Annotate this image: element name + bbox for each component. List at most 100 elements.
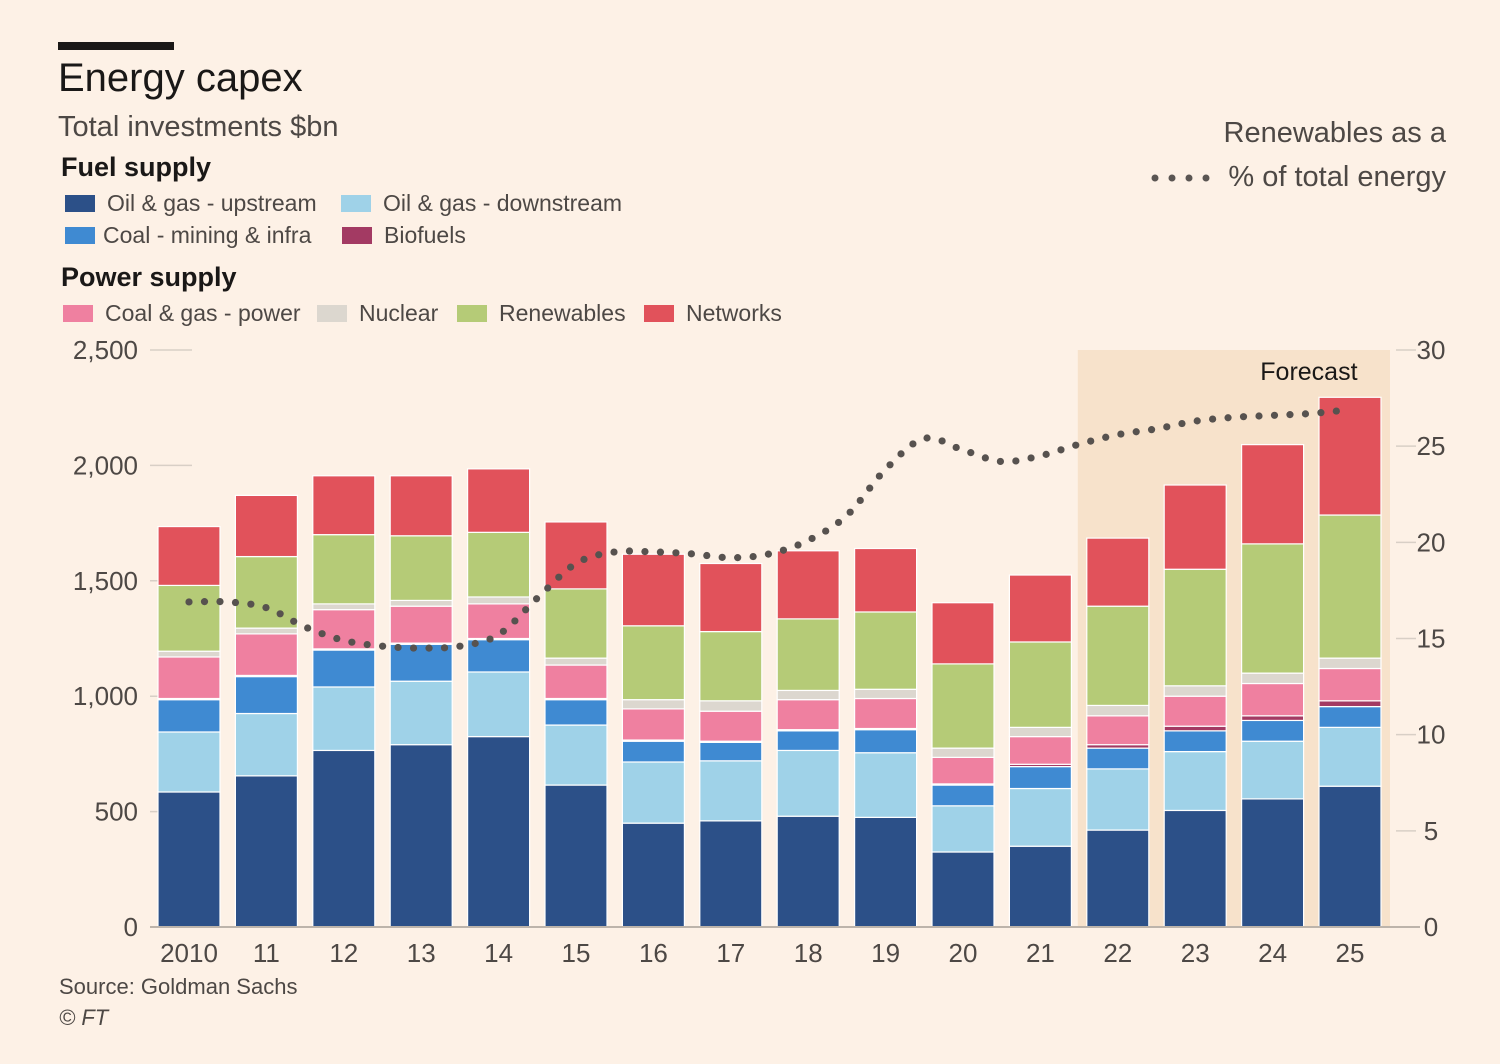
line-dot [1027,454,1035,462]
bar-segment [931,602,995,665]
bar-segment [389,599,453,607]
bar-segment [157,525,221,587]
legend-item-oil-gas-downstream: Oil & gas - downstream [341,190,622,217]
line-dot [290,617,298,625]
bar-segment [1163,730,1227,753]
line-dot [794,541,802,549]
bar-segment [1008,735,1073,765]
line-dot [1270,411,1279,419]
bar-segment [234,775,298,928]
bar-segment [1318,726,1382,787]
y2-tick-label: 15 [1417,624,1446,654]
line-dot [923,434,931,442]
y2-tick-label: 20 [1417,527,1446,557]
bar-segment [699,630,763,702]
title-accent-bar [58,42,174,50]
line-dot [231,598,240,607]
legend-item-coal-mining: Coal - mining & infra [65,222,311,249]
bar-segment [1008,641,1073,728]
bar-segment [1086,704,1150,717]
x-tick-label: 24 [1258,938,1287,968]
bar-segment [1318,514,1382,659]
bar-segment [234,633,298,677]
line-dot [363,640,371,649]
line-dot [610,548,618,556]
bar-segment [1086,537,1150,607]
bar-segment [1240,740,1305,800]
bar-segment [776,730,840,752]
line-dot [200,598,209,606]
y-tick-label: 1,000 [73,681,138,711]
y-tick-label: 0 [124,912,138,942]
bar-segment [544,724,608,786]
bar-segment [234,627,298,635]
bar-segment [467,531,531,598]
bar-segment [699,710,763,742]
line-dot [1209,415,1217,423]
line-dot [996,457,1005,466]
bar-segment [1086,715,1150,746]
bar-segment [467,596,531,605]
line-dot [456,642,464,650]
line-dot [1178,419,1186,428]
bar-segment [467,735,531,928]
line-legend-label-1: Renewables as a [1223,117,1446,149]
bar-segment [157,731,221,793]
bar-segment [312,534,376,605]
x-tick-label: 16 [639,938,668,968]
bar-segment [312,749,376,928]
x-tick-label: 15 [562,938,591,968]
bar-segment [234,712,298,777]
bar-segment [776,815,840,928]
line-dot [566,563,575,571]
bar-segment [1008,765,1073,790]
line-dot [1224,414,1232,422]
forecast-label: Forecast [1260,358,1357,386]
x-tick-label: 2010 [160,938,218,968]
bar-segment [312,603,376,611]
line-dot [499,627,507,635]
bar-segment [1008,574,1073,643]
chart-subtitle: Total investments $bn [58,111,339,143]
bar-segment [1163,484,1227,570]
line-dot [1193,417,1201,425]
y2-tick-label: 10 [1417,720,1446,750]
bar-segment [776,699,840,731]
line-dot [672,549,680,557]
bar-segment [853,752,918,818]
line-dot [216,598,224,606]
bar-segment [931,756,995,785]
line-dot [262,603,270,612]
line-dot [703,551,711,560]
line-dot [1147,426,1156,434]
line-dot [1317,409,1325,417]
bar-segment [467,468,531,533]
bar-segment [621,708,686,741]
dotted-line-icon [1151,174,1210,182]
x-tick-label: 14 [484,938,513,968]
bar-segment [853,816,918,928]
bar-segment [1163,568,1227,687]
line-dot [304,624,312,632]
line-dot [185,598,193,606]
line-dot [333,634,341,643]
line-dot [348,638,356,646]
y-tick-label: 1,500 [73,566,138,596]
bar-segment [157,656,221,700]
x-tick-label: 12 [329,938,358,968]
x-tick-label: 23 [1181,938,1210,968]
bar-segment [931,784,995,807]
y2-tick-label: 25 [1417,431,1446,461]
bar-segment [157,699,221,733]
line-dot [511,617,519,625]
bar-segment [699,741,763,762]
bar-segment [234,555,298,629]
line-dot [1102,433,1110,441]
chart-title: Energy capex [58,56,303,100]
line-dot [1255,412,1263,420]
line-dot [1057,446,1065,454]
line-dot [580,555,588,564]
line-dot [834,518,843,527]
line-dot [532,595,541,603]
